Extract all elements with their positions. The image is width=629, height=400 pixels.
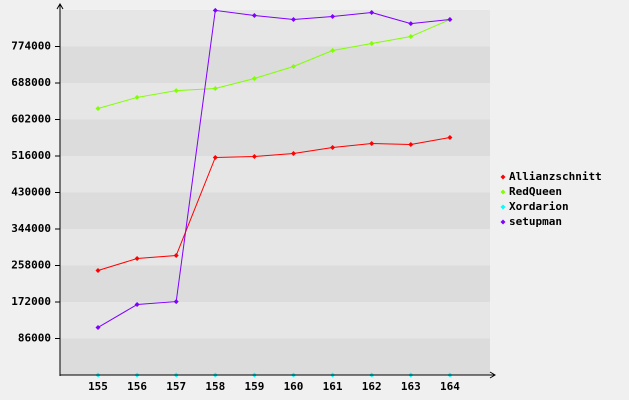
data-point [369, 140, 375, 146]
x-tick-label: 164 [440, 380, 460, 393]
x-tick-label: 157 [166, 380, 186, 393]
x-axis-arrow [489, 371, 496, 379]
y-tick-label: 430000 [11, 186, 51, 199]
grid-band [60, 302, 490, 339]
legend-marker [500, 204, 506, 210]
data-point [251, 13, 257, 19]
data-point [251, 76, 257, 82]
y-tick-label: 688000 [11, 76, 51, 89]
x-tick-label: 155 [88, 380, 108, 393]
data-point [95, 268, 101, 274]
data-point [212, 7, 218, 13]
data-point [173, 299, 179, 305]
x-tick-label: 162 [362, 380, 382, 393]
data-point [291, 63, 296, 69]
data-point [291, 150, 296, 156]
data-point [408, 142, 414, 148]
legend-label: RedQueen [509, 185, 562, 198]
data-point [408, 34, 414, 40]
grid-band [60, 46, 490, 83]
legend-label: Allianzschnitt [509, 170, 602, 183]
data-point [291, 17, 296, 23]
grid-band [60, 338, 490, 375]
data-point [134, 94, 140, 100]
data-point [134, 302, 140, 308]
data-point [212, 154, 218, 160]
grid-band [60, 156, 490, 193]
y-tick-label: 86000 [18, 332, 51, 345]
legend-marker [500, 219, 506, 225]
x-tick-label: 158 [205, 380, 225, 393]
series-line [97, 9, 450, 328]
legend-marker [500, 174, 506, 180]
x-tick-label: 160 [284, 380, 304, 393]
legend-label: Xordarion [509, 200, 569, 213]
grid-band [60, 83, 490, 120]
data-point [369, 41, 375, 47]
series-line [97, 19, 451, 109]
data-point [330, 13, 336, 19]
data-point [330, 47, 336, 53]
data-point [95, 324, 101, 330]
data-point [447, 134, 453, 140]
x-tick-label: 159 [244, 380, 264, 393]
plot-bands [60, 10, 490, 375]
y-tick-label: 516000 [11, 149, 51, 162]
y-tick-label: 258000 [11, 259, 51, 272]
grid-band [60, 119, 490, 156]
data-point [330, 145, 336, 151]
data-point [408, 21, 414, 27]
legend-label: setupman [509, 215, 562, 228]
data-point [212, 86, 218, 92]
grid-band [60, 265, 490, 302]
data-point [447, 17, 453, 23]
data-point [95, 105, 101, 111]
data-point [173, 252, 179, 258]
grid-band [60, 229, 490, 266]
series-line [97, 137, 450, 271]
data-point [369, 10, 375, 16]
data-point [134, 255, 140, 261]
x-tick-label: 161 [323, 380, 343, 393]
data-point [251, 153, 257, 159]
grid-band [60, 10, 490, 47]
y-tick-label: 774000 [11, 40, 51, 53]
y-axis-arrow [56, 3, 64, 10]
x-tick-label: 156 [127, 380, 147, 393]
y-tick-label: 602000 [11, 113, 51, 126]
x-tick-label: 163 [401, 380, 421, 393]
y-tick-label: 344000 [11, 222, 51, 235]
data-point [173, 88, 179, 94]
legend-marker [500, 189, 506, 195]
grid-band [60, 192, 490, 229]
y-tick-label: 172000 [11, 295, 51, 308]
